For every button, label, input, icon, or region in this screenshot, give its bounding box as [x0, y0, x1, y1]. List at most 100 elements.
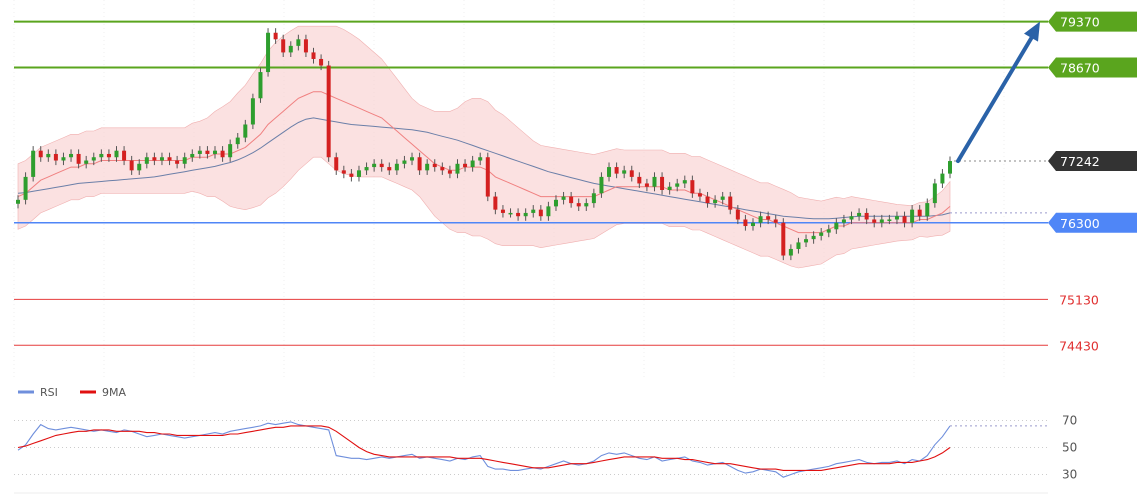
candle-body: [538, 209, 543, 217]
candle-body: [569, 196, 574, 204]
candle-body: [356, 170, 361, 177]
candle-body: [410, 157, 415, 161]
candle-body: [546, 206, 551, 217]
candles-group: [16, 28, 952, 261]
candle-body: [735, 209, 740, 220]
candle-body: [190, 153, 195, 158]
candle-body: [372, 163, 377, 168]
candle-body: [591, 193, 596, 204]
candle-body: [235, 137, 240, 145]
candle-body: [296, 39, 301, 46]
candle-body: [682, 180, 687, 184]
ma-fast-line: [17, 91, 951, 234]
candle-body: [826, 229, 831, 233]
candle-body: [766, 216, 771, 220]
projection-arrow-head: [1024, 21, 1040, 42]
candle-body: [167, 157, 172, 161]
candle-body: [341, 170, 346, 174]
candle-body: [690, 180, 695, 194]
candle-body: [213, 150, 218, 154]
candle-body: [228, 144, 233, 158]
candle-body: [599, 176, 604, 194]
candle-body: [197, 150, 202, 154]
candle-body: [834, 222, 839, 230]
candle-body: [553, 199, 558, 207]
level-tag-76300: [1048, 212, 1137, 233]
candle-body: [728, 196, 733, 210]
candle-body: [417, 157, 422, 171]
candle-body: [23, 176, 28, 200]
candle-body: [432, 163, 437, 168]
candle-body: [493, 196, 498, 210]
candle-body: [894, 216, 899, 220]
candle-body: [697, 193, 702, 197]
candle-body: [137, 163, 142, 171]
candle-body: [925, 203, 930, 217]
candle-body: [455, 163, 460, 174]
candle-body: [76, 153, 81, 164]
projection-arrow-shaft: [956, 31, 1036, 164]
candle-body: [152, 157, 157, 161]
rsi-tick-label: 70: [1062, 414, 1077, 428]
candle-body: [311, 52, 316, 59]
candle-body: [159, 157, 164, 161]
level-label-78670: 78670: [1060, 60, 1100, 75]
volatility-band: [17, 25, 951, 269]
candle-body: [106, 153, 111, 158]
candle-body: [364, 167, 369, 171]
candle-body: [910, 209, 915, 223]
candle-body: [16, 199, 20, 204]
candle-body: [273, 32, 278, 40]
candle-body: [53, 153, 58, 161]
candle-body: [114, 150, 119, 158]
candle-body: [508, 212, 513, 215]
candle-body: [948, 161, 952, 174]
candle-body: [917, 209, 922, 217]
candle-body: [500, 209, 505, 213]
candle-body: [319, 58, 324, 66]
candle-body: [773, 219, 778, 223]
candle-body: [607, 167, 612, 177]
candle-body: [614, 167, 619, 174]
candle-body: [485, 157, 490, 197]
candle-body: [644, 183, 649, 187]
candle-body: [622, 170, 627, 174]
candle-body: [811, 235, 816, 240]
candle-body: [478, 157, 483, 161]
candle-body: [144, 157, 149, 164]
rsi-tick-label: 30: [1062, 468, 1077, 482]
last-price-label: 77242: [1060, 154, 1100, 169]
candle-body: [902, 216, 907, 223]
candle-body: [69, 153, 74, 158]
candle-body: [470, 160, 475, 168]
candle-body: [758, 216, 763, 223]
candle-body: [743, 219, 748, 227]
candle-body: [516, 212, 521, 217]
candle-body: [849, 216, 854, 220]
candle-body: [675, 183, 680, 187]
candle-body: [326, 65, 331, 158]
rsi-tick-label: 50: [1062, 441, 1077, 455]
candle-body: [660, 176, 665, 190]
candle-body: [841, 219, 846, 223]
candle-body: [394, 163, 399, 171]
last-price-tag: [1048, 151, 1137, 172]
candle-body: [61, 157, 66, 161]
candle-body: [720, 196, 725, 200]
candle-body: [38, 150, 43, 158]
candle-body: [122, 150, 127, 161]
candle-body: [857, 212, 862, 217]
candle-body: [46, 153, 51, 158]
candle-body: [182, 157, 187, 164]
candle-body: [750, 222, 755, 227]
candle-body: [804, 239, 809, 243]
candle-body: [220, 150, 225, 158]
candle-body: [531, 209, 536, 213]
candle-body: [31, 150, 36, 177]
candle-body: [243, 124, 248, 138]
candle-body: [629, 170, 634, 177]
candle-body: [281, 39, 286, 53]
candle-body: [334, 157, 339, 171]
